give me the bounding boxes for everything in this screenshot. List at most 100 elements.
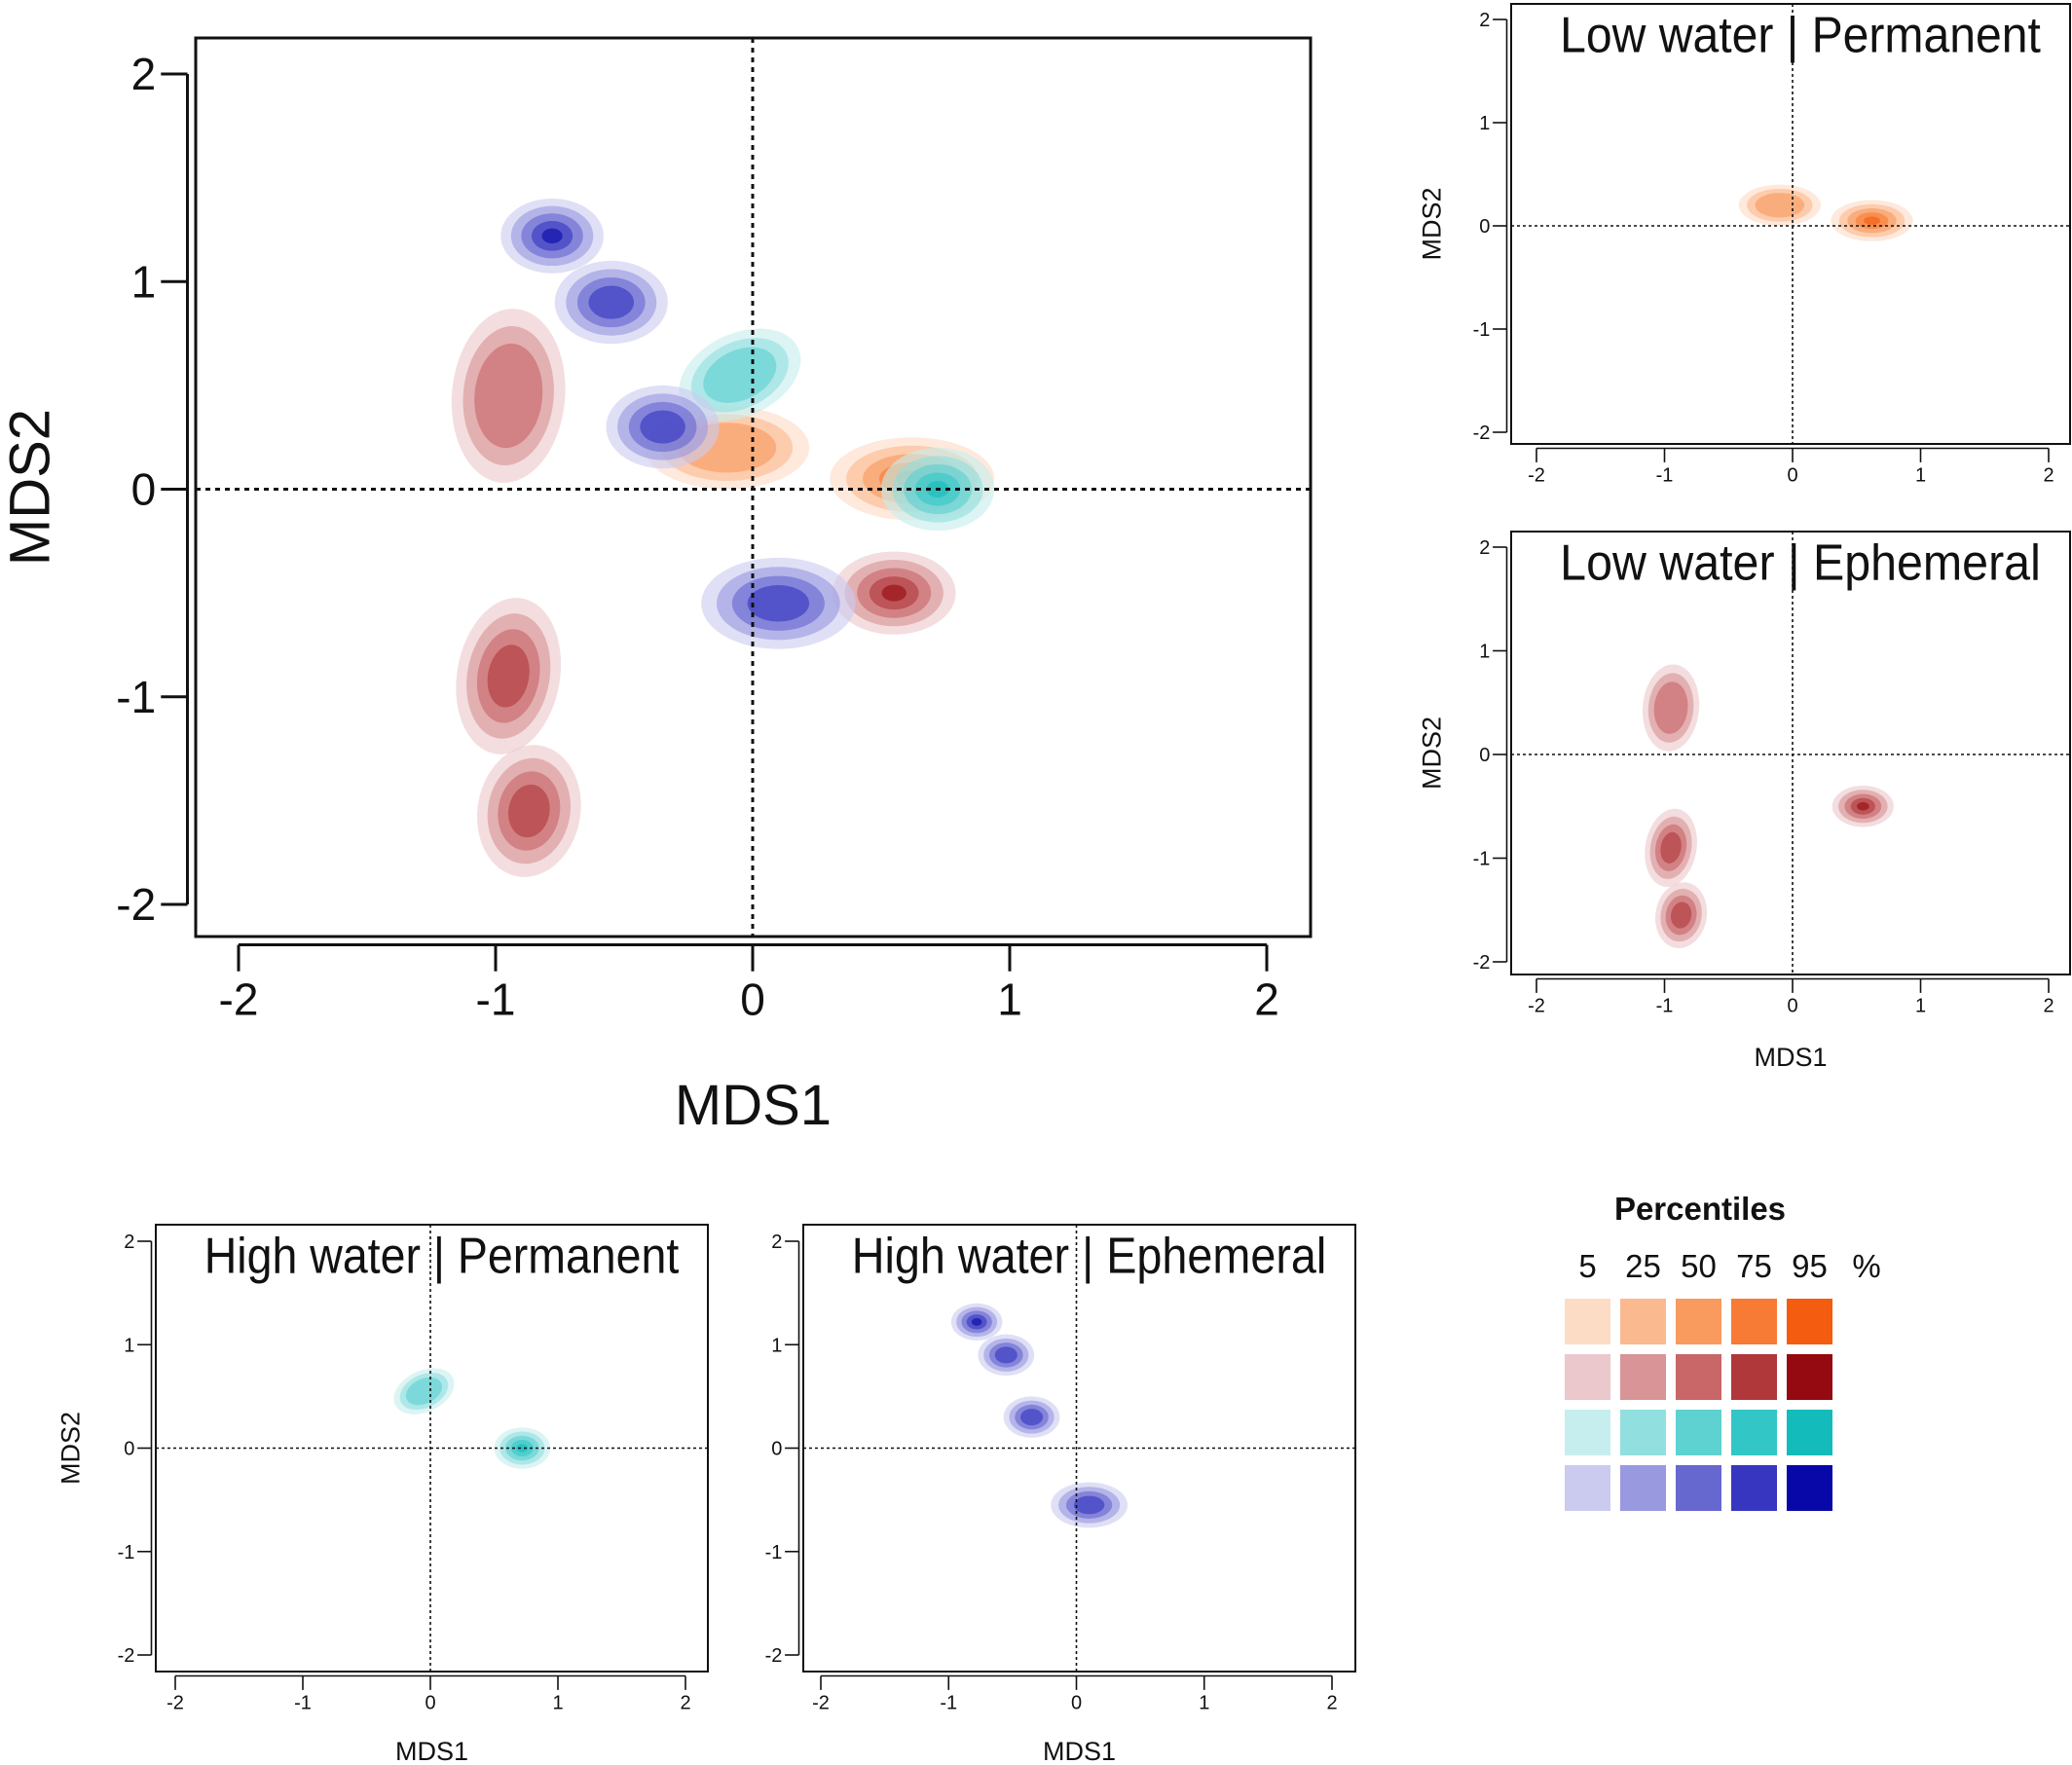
y-tick-label: 0	[771, 1439, 782, 1460]
legend-swatch	[1731, 1299, 1777, 1344]
series-red-density	[1642, 664, 1894, 948]
axes: -2 -1 0 1 2 -2 -1 0 1 2	[765, 1232, 1338, 1714]
legend-swatch	[1565, 1354, 1610, 1400]
x-tick-label: -1	[476, 974, 516, 1025]
axes: -2 -1 0 1 2 -2 -1 0 1 2	[1473, 537, 2054, 1017]
y-axis-label: MDS2	[0, 409, 61, 566]
density-cluster	[950, 1303, 1003, 1341]
x-tick-label: 2	[680, 1693, 690, 1714]
plot-frame	[194, 36, 1313, 938]
x-tick-label: -1	[1656, 996, 1674, 1017]
y-tick-label: -2	[1473, 952, 1491, 974]
x-tick-label: -1	[294, 1693, 312, 1714]
contour-level-95	[881, 584, 906, 602]
y-tick-label: 1	[1479, 642, 1490, 663]
panel-5: -2 -1 0 1 2 -2 -1 0 1 2 MDS1 High water | Ephemeral	[765, 1224, 1356, 1765]
plot-frame	[1510, 3, 2071, 445]
legend-swatch	[1787, 1299, 1832, 1344]
x-tick-label: 1	[552, 1693, 563, 1714]
y-tick-label: 1	[1479, 113, 1490, 134]
legend-swatch	[1787, 1410, 1832, 1455]
y-tick-label: -2	[1473, 423, 1491, 444]
panel-title: Low water | Permanent	[1560, 7, 2041, 63]
legend-swatch	[1565, 1465, 1610, 1511]
x-tick-label: -2	[166, 1693, 184, 1714]
axes: -2 -1 0 1 2 -2 -1 0 1 2	[116, 49, 1279, 1024]
plot-frame	[155, 1224, 709, 1673]
density-cluster	[1645, 808, 1697, 887]
legend-swatch	[1676, 1354, 1721, 1400]
legend-swatch	[1620, 1299, 1666, 1344]
panel-3: -2 -1 0 1 2 -2 -1 0 1 2 MDS1 MDS2 Low water | Epheme…	[1417, 531, 2071, 1072]
x-tick-label: -2	[812, 1693, 830, 1714]
panel-title: High water | Permanent	[204, 1228, 680, 1284]
density-cluster	[476, 745, 581, 877]
contour-level-75	[588, 285, 635, 319]
axes: -2 -1 0 1 2 -2 -1 0 1 2	[118, 1232, 691, 1714]
panel-1: -2 -1 0 1 2 -2 -1 0 1 2 MDS1 MDS2	[0, 36, 1313, 1137]
y-tick-label: -2	[765, 1645, 783, 1667]
contour-level-50	[474, 343, 543, 449]
y-tick-label: 0	[1479, 745, 1490, 766]
legend-swatch	[1787, 1465, 1832, 1511]
legend-header: 25	[1625, 1248, 1661, 1284]
contour-level-95	[971, 1318, 982, 1326]
contour-level-95	[541, 228, 563, 244]
density-cluster	[494, 1427, 551, 1469]
y-tick-label: -1	[1473, 849, 1491, 870]
x-tick-label: 1	[1915, 465, 1926, 487]
density-cluster	[1831, 200, 1913, 241]
x-tick-label: -2	[1528, 996, 1545, 1017]
legend-unit: %	[1852, 1248, 1880, 1284]
y-tick-label: -1	[116, 672, 156, 722]
contour-level-95	[516, 1444, 529, 1452]
contour-level-75	[487, 644, 530, 708]
x-axis-label: MDS1	[1754, 1043, 1827, 1072]
x-tick-label: 0	[1071, 1693, 1082, 1714]
density-cluster	[679, 328, 801, 422]
plot-frame	[802, 1224, 1356, 1673]
density-cluster	[451, 309, 566, 483]
y-tick-label: 0	[1479, 216, 1490, 238]
density-cluster	[500, 198, 604, 274]
series-orange-density	[1738, 184, 1913, 241]
panel-2: -2 -1 0 1 2 -2 -1 0 1 2 MDS2 Low water | Permanent	[1417, 3, 2071, 487]
legend-swatch	[1676, 1299, 1721, 1344]
x-tick-label: 2	[1254, 974, 1279, 1025]
x-tick-label: -1	[1656, 465, 1674, 487]
density-cluster	[554, 260, 668, 345]
panels-group: -2 -1 0 1 2 -2 -1 0 1 2 MDS1 MDS2 -2 -1 0 1 2 -2 -1 0 1 2 MDS2…	[0, 3, 2071, 1765]
contour-level-75	[1660, 831, 1682, 864]
y-tick-label: 2	[131, 49, 157, 99]
density-cluster	[1003, 1396, 1060, 1438]
x-tick-label: 0	[1787, 465, 1797, 487]
x-tick-label: 1	[1199, 1693, 1209, 1714]
series-red-density	[451, 309, 956, 877]
contour-level-50	[1653, 681, 1688, 734]
legend-swatch	[1620, 1354, 1666, 1400]
legend-swatch	[1676, 1410, 1721, 1455]
axes: -2 -1 0 1 2 -2 -1 0 1 2	[1473, 10, 2054, 487]
legend-swatch	[1620, 1410, 1666, 1455]
y-tick-label: -1	[1473, 319, 1491, 341]
panel-title: High water | Ephemeral	[852, 1228, 1327, 1284]
y-tick-label: 2	[1479, 537, 1490, 559]
density-cluster	[832, 551, 956, 635]
plot-frame	[1510, 531, 2071, 975]
y-tick-label: 2	[1479, 10, 1490, 31]
x-tick-label: 1	[997, 974, 1022, 1025]
legend-swatch	[1565, 1299, 1610, 1344]
legend-swatch	[1731, 1410, 1777, 1455]
x-tick-label: 0	[1787, 996, 1797, 1017]
x-tick-label: 1	[1915, 996, 1926, 1017]
contour-level-75	[507, 784, 550, 838]
contour-level-75	[640, 410, 685, 444]
legend-title: Percentiles	[1614, 1191, 1786, 1227]
legend-header: 5	[1578, 1248, 1596, 1284]
density-cluster	[1642, 664, 1700, 752]
density-cluster	[978, 1334, 1035, 1377]
plot-area	[451, 198, 995, 877]
density-cluster	[606, 385, 720, 469]
series-blue-density	[950, 1303, 1128, 1528]
